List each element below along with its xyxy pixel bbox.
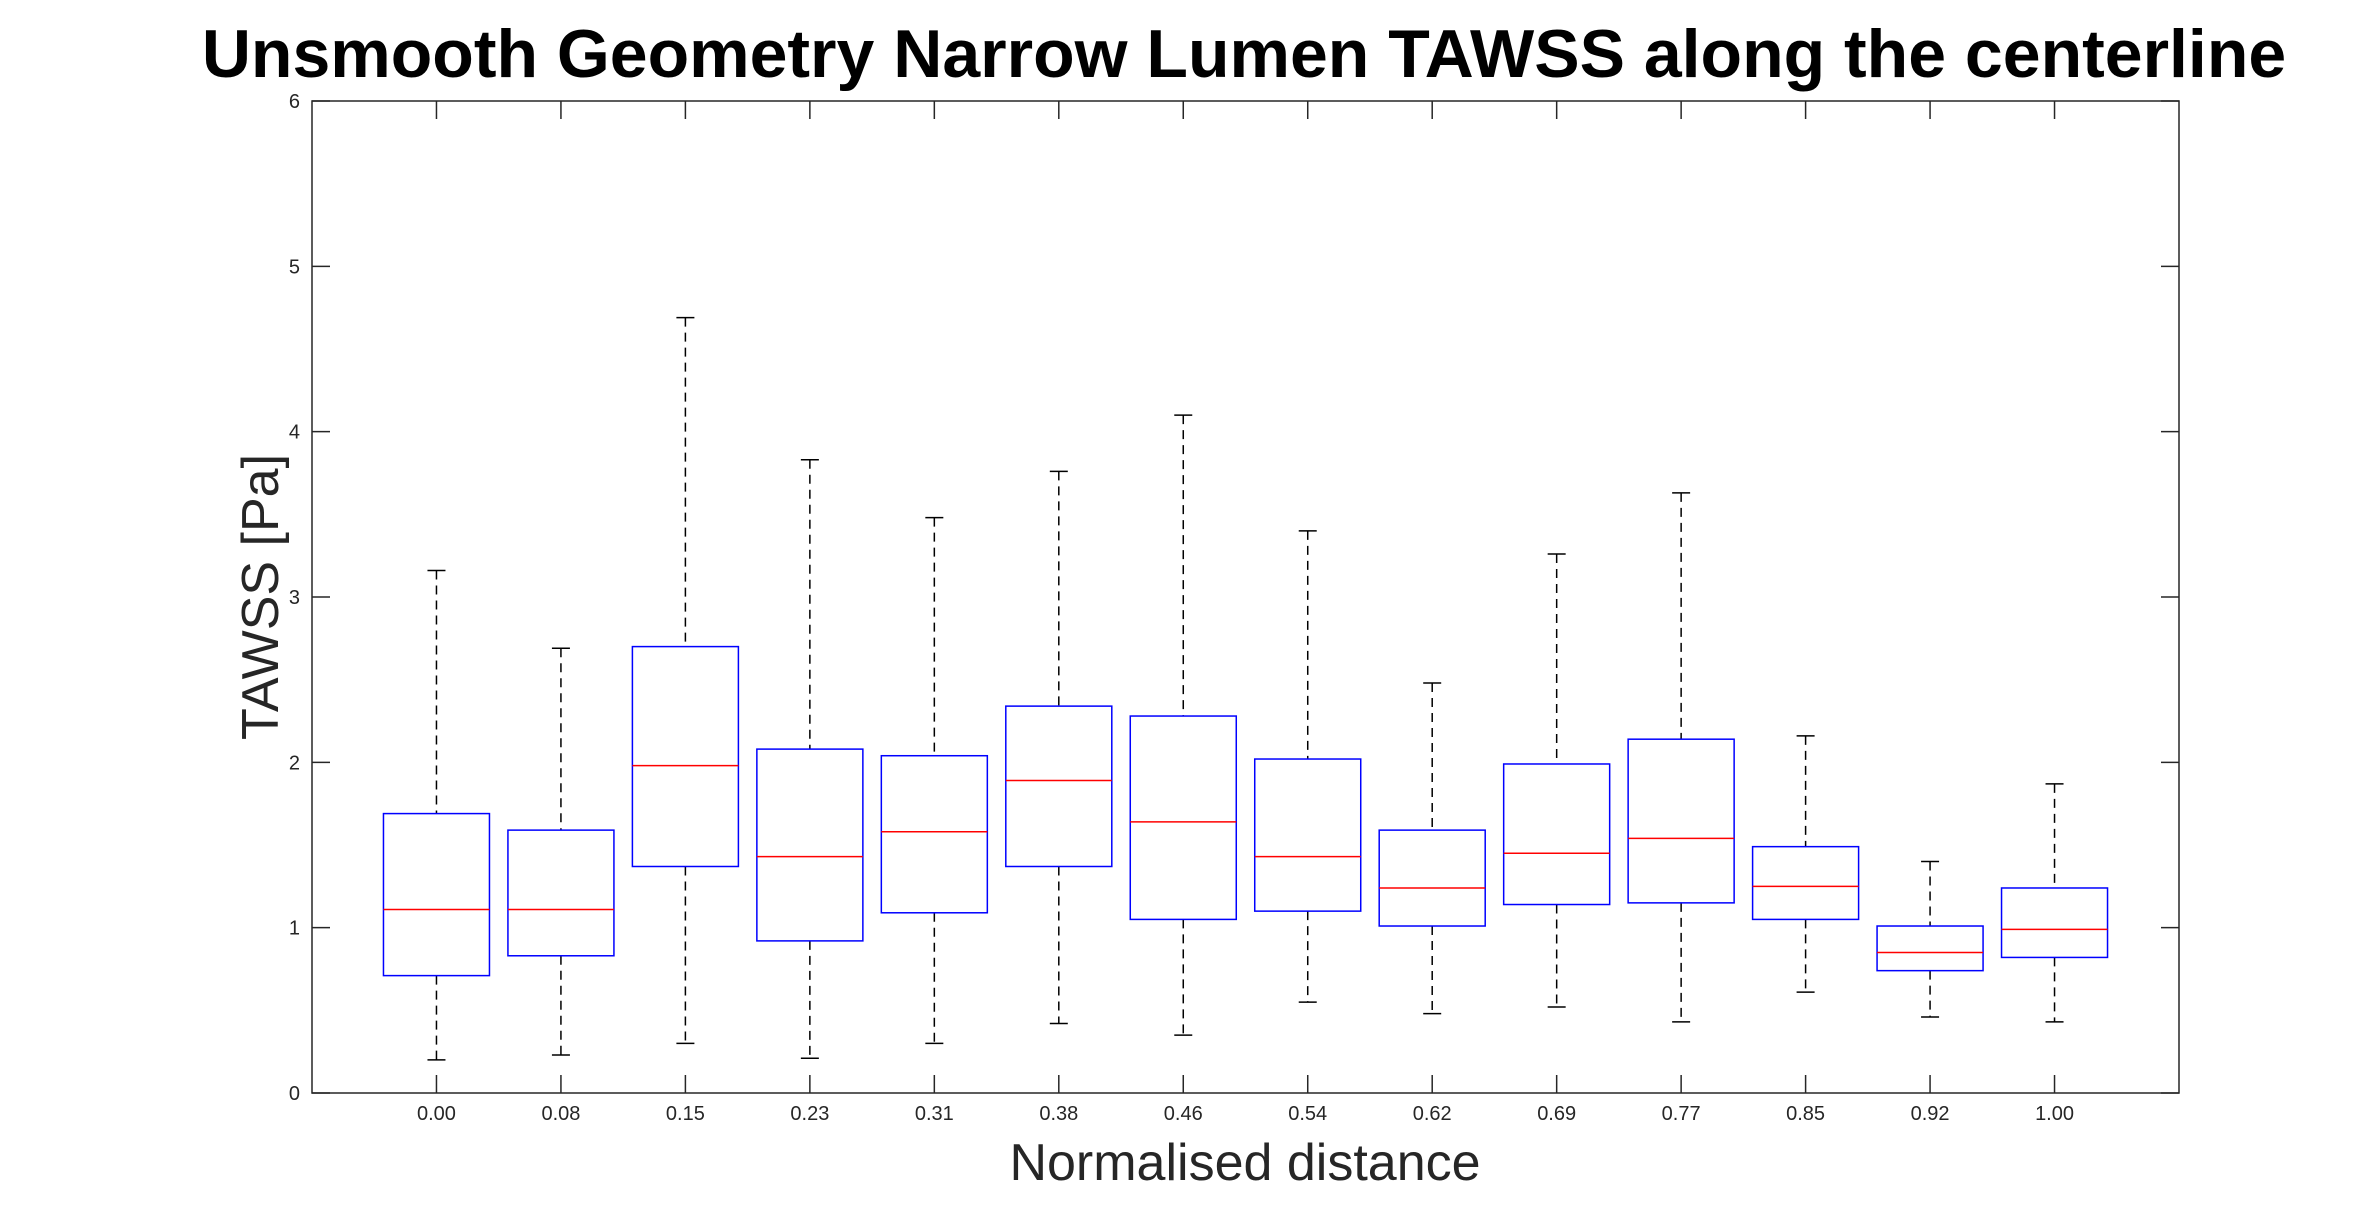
box-item [1627,492,1735,1023]
chart-title: Unsmooth Geometry Narrow Lumen TAWSS alo… [202,16,2286,92]
plot-frame [311,100,2180,1094]
box-body [631,645,740,868]
box-body [1751,845,1860,921]
x-tick-label: 0.46 [1164,1103,1203,1125]
x-axis-label: Normalised distance [1009,1134,1480,1192]
x-tick-label: 0.85 [1786,1103,1825,1125]
box-item [1378,682,1486,1015]
y-tick-label: 3 [289,587,300,609]
box-body [1129,715,1238,921]
box-body [1627,738,1735,904]
box-item [880,516,989,1045]
x-tick-label: 0.69 [1537,1103,1576,1125]
box-item [382,569,491,1061]
x-tick-label: 0.38 [1039,1103,1078,1125]
box-item [1129,414,1238,1036]
y-tick-label: 6 [289,91,300,113]
x-tick-label: 0.00 [417,1103,456,1125]
x-tick-label: 0.08 [541,1103,580,1125]
x-tick-label: 0.23 [790,1103,829,1125]
box-body [756,748,864,942]
box-body [880,754,989,914]
box-body [382,812,491,977]
x-tick-label: 0.62 [1413,1103,1452,1125]
y-axis: 0 1 2 3 4 5 6 [289,91,2179,1105]
box-item [1751,735,1860,993]
box-item [507,647,615,1056]
box-body [1005,705,1113,868]
box-item [1502,553,1611,1008]
box-body [2000,887,2109,959]
y-tick-label: 1 [289,918,300,940]
x-tick-label: 0.92 [1911,1103,1950,1125]
x-tick-label: 0.77 [1662,1103,1701,1125]
box-item [1005,470,1113,1025]
box-body [507,829,615,957]
x-axis: 0.00 0.08 0.15 0.23 0.31 0.38 0.46 0.54 0.62 0.69… [417,101,2074,1125]
box-item [631,316,740,1045]
x-tick-label: 0.54 [1288,1103,1327,1125]
box-body [1876,925,1984,972]
box-body [1378,829,1486,927]
y-tick-label: 5 [289,256,300,278]
x-tick-label: 1.00 [2035,1103,2074,1125]
box-item [1876,860,1984,1018]
x-tick-label: 0.31 [915,1103,954,1125]
box-item [1253,530,1362,1003]
box-item [2000,783,2109,1023]
y-tick-label: 0 [289,1083,300,1105]
box-plot-series [382,316,2109,1061]
plot-border [311,100,2180,1094]
box-item [756,459,864,1060]
y-axis-label: TAWSS [Pa] [232,454,290,740]
box-body [1253,758,1362,912]
y-tick-label: 2 [289,752,300,774]
box-body [1502,763,1611,906]
x-tick-label: 0.15 [666,1103,705,1125]
y-tick-label: 4 [289,422,300,444]
